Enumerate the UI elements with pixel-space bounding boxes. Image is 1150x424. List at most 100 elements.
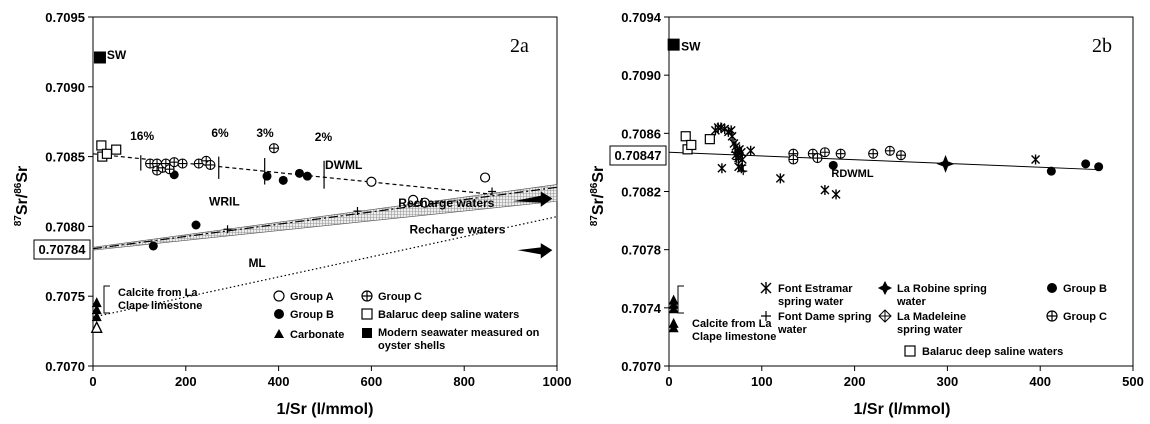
legend-modern-seawater-line2: oyster shells — [378, 340, 445, 352]
point-group-c-5-2b — [835, 148, 846, 159]
point-group-c-11-2a — [268, 143, 280, 154]
legend-modern-seawater-line1: Modern seawater measured on — [378, 327, 540, 339]
point-group-c-10-2a — [205, 159, 216, 171]
x-tick-label-2b-5: 500 — [1122, 374, 1144, 389]
calcite-label-line2-2a: Clape limestone — [118, 300, 202, 312]
annotation-rw1-2a: Recharge waters — [398, 196, 494, 210]
point-group-a-2-2a — [419, 197, 430, 208]
annotation-p6-2a: 6% — [211, 126, 229, 140]
point-group-b-3-2a — [262, 171, 272, 181]
y-tick-label-2b-3: 0.7082 — [621, 185, 661, 200]
legend-estramar-line2: spring water — [778, 296, 844, 308]
legend-balaruc-marker — [361, 308, 373, 320]
point-group-b-0-2b — [828, 160, 838, 170]
calcite-label-line2-2b: Clape limestone — [692, 331, 776, 343]
annotation-dwml-2a: DWML — [325, 158, 362, 172]
legend-robine-line2: water — [896, 296, 926, 308]
y-label-sup1-2b: 87 — [589, 215, 600, 227]
point-group-c-7-2b — [884, 145, 895, 156]
x-tick-label-2a-2: 400 — [268, 374, 290, 389]
y-tick-label-2a-0: 0.7070 — [45, 359, 85, 374]
boxed-y-value-text-2b: 0.70847 — [615, 148, 662, 163]
point-plus-1-2a — [353, 207, 362, 216]
legend-dame-line1: Font Dame spring — [778, 311, 872, 323]
y-tick-label-2a-1: 0.7075 — [45, 289, 85, 304]
point-sw-0-2b — [667, 38, 680, 51]
annotation-ml-2a: ML — [248, 256, 265, 270]
y-label-sup1-2a: 87 — [13, 215, 24, 227]
point-font-estramar-spring-water-21-2b — [831, 189, 841, 200]
x-tick-label-2b-3: 300 — [937, 374, 959, 389]
legend-carbonate-marker — [274, 329, 284, 338]
legend-madeleine-line2: spring water — [897, 324, 963, 336]
legend-estramar-line1: Font Estramar — [778, 283, 853, 295]
y-tick-label-2b-0: 0.7070 — [621, 359, 661, 374]
y-label-sup2-2a: 86 — [13, 182, 24, 194]
point-balaruc-deep-saline-waters-3-2b — [704, 134, 715, 145]
y-label-mid-2a: Sr/ — [14, 193, 31, 215]
point-group-c-6-2b — [868, 148, 879, 159]
x-tick-label-2a-4: 800 — [453, 374, 475, 389]
point-carbonate-2-2a — [91, 311, 102, 322]
point-font-estramar-spring-water-16-2b — [717, 163, 727, 174]
point-group-c-5-2a — [164, 164, 175, 175]
point-balaruc-deep-saline-waters-2-2b — [686, 139, 697, 151]
point-font-estramar-spring-water-6-2b — [727, 131, 737, 142]
x-tick-label-2b-2: 200 — [844, 374, 866, 389]
y-axis-label-2b: 87Sr/86Sr — [589, 166, 607, 227]
y-tick-label-2b-2: 0.7078 — [621, 243, 661, 258]
legend-group-b-2b: Group B — [1063, 283, 1107, 295]
y-axis-label-2a: 87Sr/86Sr — [13, 166, 31, 227]
calcite-bracket-2b — [677, 285, 684, 314]
annotation-rdwml-2b: RDWML — [831, 168, 873, 180]
point-group-b-6-2a — [302, 171, 312, 181]
legend-2b: Font Estramar spring water Font Dame spr… — [760, 280, 1107, 358]
legend-robine-line1: La Robine spring — [897, 283, 987, 295]
legend-group-c-cross — [362, 291, 372, 301]
legend-dame-marker — [761, 311, 771, 321]
recharge-arrow-upper-2a — [512, 191, 553, 207]
point-group-c-1-2b — [788, 154, 799, 165]
x-tick-label-2a-3: 600 — [361, 374, 383, 389]
line-ml-2a — [92, 216, 558, 318]
point-la-robine-spring-water-0-2b — [936, 154, 955, 173]
svg-text:87Sr/86Sr: 87Sr/86Sr — [589, 166, 607, 227]
y-label-mid-2b: Sr/ — [590, 193, 607, 215]
legend-group-c-cross-2b — [1047, 311, 1057, 321]
point-font-estramar-spring-water-15-2b — [746, 145, 756, 156]
legend-balaruc-2b: Balaruc deep saline waters — [922, 346, 1063, 358]
legend-group-b-marker-2b — [1047, 283, 1057, 293]
x-tick-label-2b-0: 0 — [665, 374, 672, 389]
point-group-c-8-2b — [895, 150, 907, 161]
boxed-y-value-2b: 0.70847 — [609, 145, 667, 166]
boxed-y-value-frame-2b — [609, 145, 667, 166]
x-tick-label-2b-1: 100 — [751, 374, 773, 389]
point-font-dame-spring-water-3-2b — [739, 167, 748, 176]
point-calcite-2-2b — [668, 303, 679, 314]
annotation-rw2-2a: Recharge waters — [409, 222, 505, 236]
calcite-label-line1-2a: Calcite from La — [118, 287, 198, 299]
annotation-sw-2a: SW — [107, 48, 127, 62]
annotation-p2-2a: 2% — [315, 130, 333, 144]
panel-2a: 2a 87Sr/86Sr 1/Sr (l/mmol) 0.70784 Calci… — [13, 16, 558, 418]
y-tick-label-2b-5: 0.7090 — [621, 68, 661, 83]
legend-group-b-marker — [274, 309, 284, 319]
y-tick-label-2a-2: 0.7080 — [45, 219, 85, 234]
point-balaruc-deep-saline-waters-2-2a — [101, 148, 113, 159]
boxed-y-value-2a: 0.70784 — [33, 239, 91, 260]
point-group-b-2-2a — [191, 220, 201, 230]
x-tick-label-2a-1: 200 — [175, 374, 197, 389]
point-font-dame-spring-water-1-2b — [732, 155, 741, 164]
y-tick-label-2a-5: 0.7095 — [45, 10, 85, 25]
point-plus-0-2a — [223, 225, 232, 234]
boxed-y-value-text-2a: 0.70784 — [39, 242, 87, 257]
annotation-wril-2a: WRIL — [209, 194, 240, 208]
point-group-b-3-2b — [1094, 162, 1104, 172]
x-axis-label-2b: 1/Sr (l/mmol) — [854, 401, 951, 418]
legend-carbonate: Carbonate — [290, 329, 344, 341]
x-tick-label-2a-0: 0 — [89, 374, 96, 389]
annotation-p3-2a: 3% — [256, 126, 274, 140]
x-tick-label-2b-4: 400 — [1029, 374, 1051, 389]
point-group-c-7-2a — [177, 158, 188, 169]
legend-group-a-marker — [273, 290, 285, 302]
